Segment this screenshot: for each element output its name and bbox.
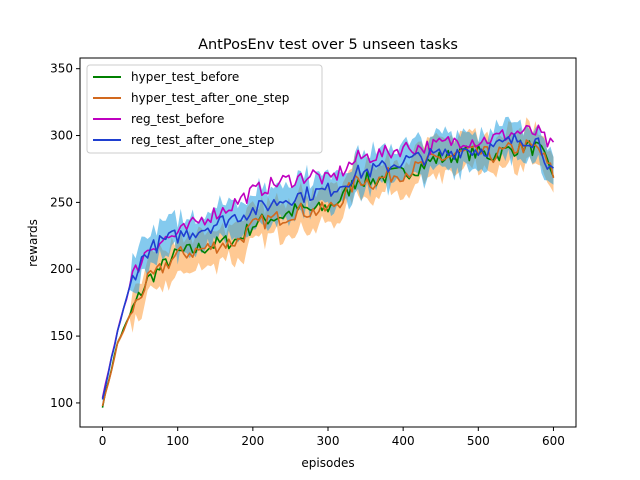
x-tick-label: 100 <box>166 434 189 448</box>
series-line-reg_test_after_one_step <box>101 133 555 400</box>
legend-label-hyper_test_after_one_step: hyper_test_after_one_step <box>131 91 289 105</box>
legend-label-reg_test_before: reg_test_before <box>131 112 224 126</box>
legend-label-hyper_test_before: hyper_test_before <box>131 70 239 84</box>
x-axis-ticks: 0 100 200 300 400 500 600 <box>99 427 565 448</box>
y-tick-label: 100 <box>50 396 73 410</box>
y-axis-ticks: 100 150 200 250 300 350 <box>50 62 80 410</box>
x-tick-label: 600 <box>542 434 565 448</box>
x-axis-label: episodes <box>301 456 354 470</box>
y-tick-label: 350 <box>50 62 73 76</box>
legend: hyper_test_before hyper_test_after_one_st… <box>86 64 323 154</box>
chart-title: AntPosEnv test over 5 unseen tasks <box>198 37 458 53</box>
x-tick-label: 200 <box>241 434 264 448</box>
legend-box <box>86 64 323 154</box>
y-axis-label: rewards <box>26 219 40 267</box>
y-tick-label: 200 <box>50 262 73 276</box>
series-line-reg_test_before <box>101 124 555 399</box>
x-tick-label: 300 <box>317 434 340 448</box>
series-lines <box>101 124 555 408</box>
x-tick-label: 500 <box>467 434 490 448</box>
x-tick-label: 400 <box>392 434 415 448</box>
y-tick-label: 150 <box>50 329 73 343</box>
y-tick-label: 250 <box>50 195 73 209</box>
x-tick-label: 0 <box>99 434 107 448</box>
y-tick-label: 300 <box>50 129 73 143</box>
legend-label-reg_test_after_one_step: reg_test_after_one_step <box>131 133 274 147</box>
